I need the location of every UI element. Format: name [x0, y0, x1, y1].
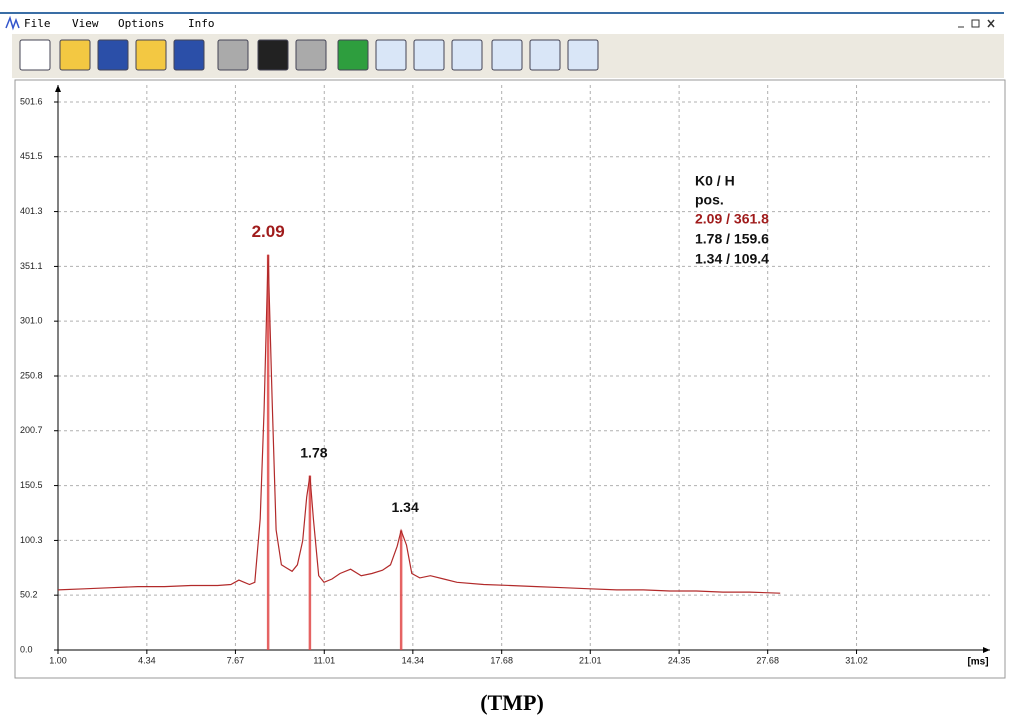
toolbar-button[interactable]	[97, 39, 129, 71]
toolbar-button[interactable]	[257, 39, 289, 71]
y-axis-arrow	[55, 85, 61, 92]
y-tick-label: 250.8	[20, 370, 43, 380]
y-tick-label: 501.6	[20, 96, 43, 106]
peak-label: 1.78	[300, 444, 327, 460]
x-tick-label: 1.00	[49, 655, 67, 665]
toolbar-button[interactable]	[529, 39, 561, 71]
x-tick-label: 7.67	[227, 655, 245, 665]
x-unit-label: [ms]	[967, 657, 988, 668]
x-tick-label: 17.68	[490, 655, 513, 665]
x-tick-label: 24.35	[668, 655, 691, 665]
x-tick-label: 27.68	[756, 655, 779, 665]
menu-item[interactable]: File	[24, 17, 51, 30]
toolbar-button[interactable]	[173, 39, 205, 71]
y-tick-label: 150.5	[20, 480, 43, 490]
x-axis-arrow	[983, 647, 990, 653]
y-tick-label: 351.1	[20, 261, 43, 271]
toolbar-button[interactable]	[59, 39, 91, 71]
x-tick-label: 31.02	[845, 655, 868, 665]
legend-title: K0 / H	[695, 173, 735, 189]
y-tick-label: 0.0	[20, 644, 33, 654]
menu-item[interactable]: Info	[188, 17, 215, 30]
x-tick-label: 14.34	[402, 655, 425, 665]
caption: (TMP)	[480, 690, 544, 715]
y-tick-label: 301.0	[20, 316, 43, 326]
toolbar-button[interactable]	[413, 39, 445, 71]
close-button[interactable]	[987, 19, 995, 28]
toolbar-buttons	[19, 39, 599, 71]
y-tick-label: 401.3	[20, 206, 43, 216]
toolbar-button[interactable]	[295, 39, 327, 71]
legend-row: 1.78 / 159.6	[695, 231, 769, 247]
y-tick-label: 100.3	[20, 535, 43, 545]
legend-subtitle: pos.	[695, 192, 724, 208]
toolbar-button[interactable]	[451, 39, 483, 71]
restore-button[interactable]	[971, 19, 980, 28]
toolbar-button[interactable]	[19, 39, 51, 71]
y-tick-label: 451.5	[20, 151, 43, 161]
x-tick-label: 11.01	[313, 655, 335, 665]
legend-row: 1.34 / 109.4	[695, 251, 769, 267]
toolbar-button[interactable]	[567, 39, 599, 71]
toolbar-button[interactable]	[337, 39, 369, 71]
window-controls	[958, 19, 995, 28]
toolbar-button[interactable]	[491, 39, 523, 71]
menu-item[interactable]: View	[72, 17, 99, 30]
legend-row: 2.09 / 361.8	[695, 211, 769, 227]
x-tick-label: 4.34	[138, 655, 156, 665]
toolbar-button[interactable]	[375, 39, 407, 71]
peak-label: 1.34	[392, 499, 419, 515]
toolbar-button[interactable]	[217, 39, 249, 71]
spectrum-line	[57, 254, 781, 594]
x-tick-label: 21.01	[579, 655, 602, 665]
app-icon	[5, 15, 20, 31]
chart-panel	[14, 79, 1006, 679]
menu-item[interactable]: Options	[118, 17, 164, 30]
y-tick-label: 50.2	[20, 590, 38, 600]
y-tick-label: 200.7	[20, 425, 43, 435]
toolbar-button[interactable]	[135, 39, 167, 71]
peak-label: 2.09	[252, 222, 285, 241]
